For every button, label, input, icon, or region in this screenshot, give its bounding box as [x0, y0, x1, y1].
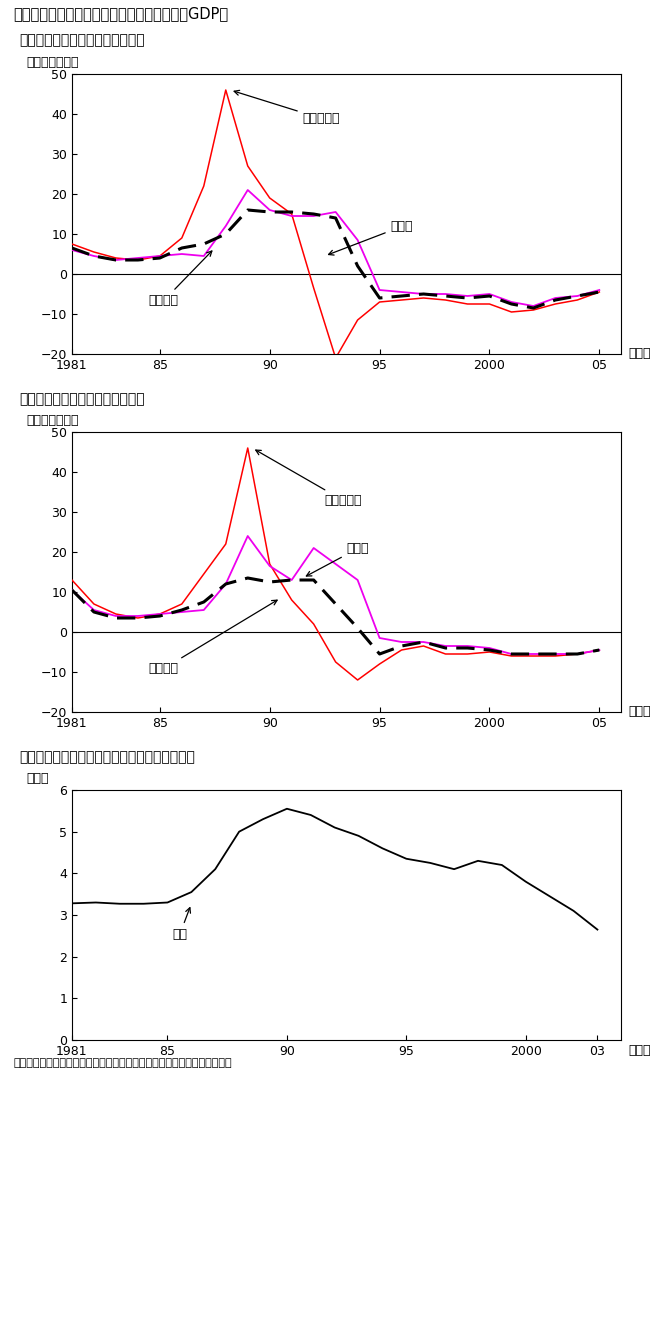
- Text: （年）: （年）: [628, 704, 650, 718]
- Text: （倍）: （倍）: [26, 772, 48, 784]
- Text: 地方圏: 地方圏: [328, 220, 413, 255]
- Text: （年）: （年）: [628, 347, 650, 360]
- Text: 三大都市圏: 三大都市圏: [234, 91, 340, 125]
- Text: （前年比、％）: （前年比、％）: [26, 414, 78, 427]
- Text: （備考）国土交通省「地価公示」、内閣府「国民経済計算」により作成。: （備考）国土交通省「地価公示」、内閣府「国民経済計算」により作成。: [13, 1058, 232, 1069]
- Text: 地方圏: 地方圏: [306, 542, 369, 576]
- Text: 全国: 全国: [172, 907, 190, 940]
- Text: （２）住宅地地価の下落率も縮小: （２）住宅地地価の下落率も縮小: [20, 392, 145, 406]
- Text: （年）: （年）: [628, 1045, 651, 1057]
- Text: 三大都市圏: 三大都市圏: [256, 450, 362, 507]
- Text: （１）商業地地価の下落率が縮小: （１）商業地地価の下落率が縮小: [20, 33, 145, 47]
- Text: 第１－３－６図　公示地価、土地資産額名目GDP比: 第１－３－６図 公示地価、土地資産額名目GDP比: [13, 5, 228, 21]
- Text: 全国平均: 全国平均: [149, 251, 212, 307]
- Text: 全国平均: 全国平均: [149, 600, 277, 675]
- Text: （３）土地資産額の対名目ＧＤＰ比は低下傾向: （３）土地資産額の対名目ＧＤＰ比は低下傾向: [20, 750, 196, 764]
- Text: （前年比、％）: （前年比、％）: [26, 56, 78, 69]
